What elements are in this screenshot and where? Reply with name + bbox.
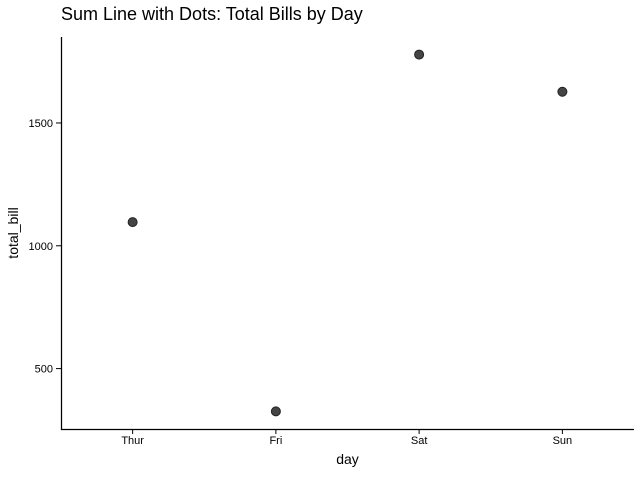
y-tick-label: 1000 (29, 241, 53, 253)
chart-title: Sum Line with Dots: Total Bills by Day (61, 4, 363, 24)
data-point-sat (414, 49, 425, 60)
data-point-thur (127, 217, 138, 228)
x-ticks: Thur Fri Sat Sun (121, 430, 572, 447)
x-tick-label: Sat (411, 435, 428, 447)
x-tick-label: Sun (553, 435, 573, 447)
y-tick-label: 500 (35, 364, 53, 376)
x-tick-label: Thur (121, 435, 144, 447)
data-point-fri (270, 406, 281, 417)
x-axis-label: day (336, 451, 359, 467)
x-tick-label: Fri (269, 435, 282, 447)
y-axis-label: total_bill (5, 207, 21, 258)
y-ticks: 500 1000 1500 (29, 118, 61, 376)
data-points (127, 49, 568, 417)
data-point-sun (557, 86, 568, 97)
y-tick-label: 1500 (29, 118, 53, 130)
